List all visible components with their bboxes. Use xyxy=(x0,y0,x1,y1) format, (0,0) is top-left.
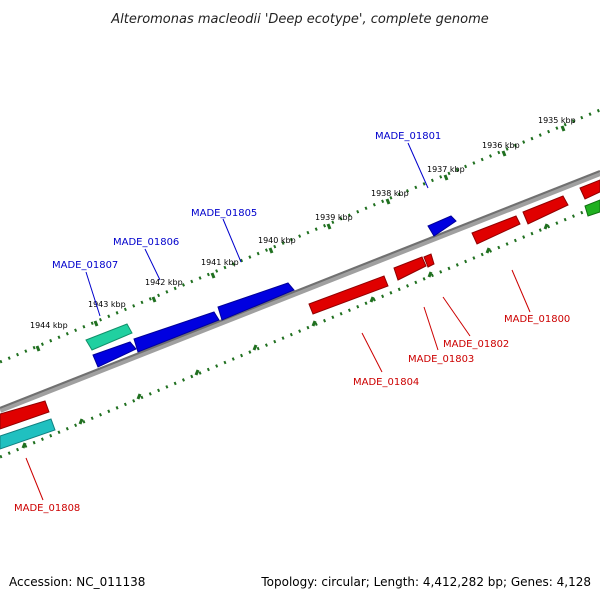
major-tick xyxy=(560,125,566,132)
major-tick xyxy=(501,150,507,157)
gene-rna-teal[interactable] xyxy=(85,323,133,351)
gene-made-01805[interactable] xyxy=(217,282,295,321)
gene-label[interactable]: MADE_01802 xyxy=(443,339,509,350)
major-tick xyxy=(543,223,549,230)
forward-gene-labels: MADE_01801 MADE_01805 MADE_01806 MADE_01… xyxy=(52,131,441,271)
chromosome-backbone-shade xyxy=(0,170,600,409)
accession-text: Accession: NC_011138 xyxy=(9,575,145,589)
chromosome-backbone xyxy=(0,170,600,413)
leader-made-01800 xyxy=(511,269,531,313)
major-tick xyxy=(35,345,41,352)
gene-cyan-lower-left[interactable] xyxy=(0,418,56,450)
tick-label: 1944 kbp xyxy=(30,321,68,330)
tick-label: 1936 kbp xyxy=(482,141,520,150)
major-tick xyxy=(151,296,157,303)
leader-made-01803 xyxy=(423,306,439,351)
major-ticks-outer xyxy=(35,125,566,352)
leader-made-01807 xyxy=(85,271,101,317)
tick-label: 1940 kbp xyxy=(258,236,296,245)
major-tick xyxy=(369,296,375,303)
gene-made-01800[interactable] xyxy=(471,215,521,245)
gene-made-01800-b[interactable] xyxy=(522,195,569,225)
gene-label[interactable]: MADE_01807 xyxy=(52,260,118,271)
gene-label[interactable]: MADE_01801 xyxy=(375,131,441,142)
gene-made-01801[interactable] xyxy=(427,215,457,237)
gene-made-01808[interactable] xyxy=(0,400,50,430)
major-tick xyxy=(194,369,200,376)
gene-partial-right-green[interactable] xyxy=(584,199,600,217)
major-tick xyxy=(443,174,449,181)
reverse-gene-labels: MADE_01800 MADE_01802 MADE_01803 MADE_01… xyxy=(14,314,570,514)
major-tick xyxy=(136,393,142,400)
ruler-track-inner xyxy=(0,203,600,459)
major-tick xyxy=(21,442,27,449)
gene-label[interactable]: MADE_01800 xyxy=(504,314,570,325)
major-ticks-inner xyxy=(21,223,549,449)
gene-made-01803[interactable] xyxy=(393,256,427,281)
gene-made-01806[interactable] xyxy=(133,311,220,353)
tick-label: 1943 kbp xyxy=(88,300,126,309)
gene-made-01807[interactable] xyxy=(92,341,137,368)
gene-label[interactable]: MADE_01808 xyxy=(14,503,80,514)
gene-label[interactable]: MADE_01803 xyxy=(408,354,474,365)
leader-made-01805 xyxy=(222,218,242,263)
major-tick xyxy=(252,344,258,351)
major-tick xyxy=(311,320,317,327)
major-tick xyxy=(268,247,274,254)
label-leaders-reverse xyxy=(25,269,531,501)
major-tick xyxy=(427,271,433,278)
gene-partial-right-red[interactable] xyxy=(579,179,600,200)
gene-made-01804[interactable] xyxy=(308,275,389,315)
tick-label: 1935 kbp xyxy=(538,116,576,125)
leader-made-01801 xyxy=(407,142,429,189)
major-tick xyxy=(485,247,491,254)
forward-genes xyxy=(85,215,457,368)
gene-label[interactable]: MADE_01805 xyxy=(191,208,257,219)
gene-label[interactable]: MADE_01806 xyxy=(113,237,179,248)
ruler-track-outer xyxy=(0,108,600,364)
tick-label: 1939 kbp xyxy=(315,213,353,222)
major-tick xyxy=(210,272,216,279)
leader-made-01804 xyxy=(361,332,383,373)
major-tick xyxy=(78,418,84,425)
major-tick xyxy=(385,198,391,205)
tick-label: 1941 kbp xyxy=(201,258,239,267)
tick-label: 1938 kbp xyxy=(371,189,409,198)
tick-label: 1937 kbp xyxy=(427,165,465,174)
reverse-genes xyxy=(0,179,600,450)
label-leaders xyxy=(85,142,429,317)
gene-label[interactable]: MADE_01804 xyxy=(353,377,419,388)
gene-made-01802[interactable] xyxy=(423,253,435,268)
major-tick xyxy=(326,223,332,230)
tick-label: 1942 kbp xyxy=(145,278,183,287)
leader-made-01808 xyxy=(25,457,44,501)
leader-made-01802 xyxy=(442,296,471,337)
major-tick xyxy=(93,320,99,327)
leader-made-01806 xyxy=(144,248,161,281)
tick-labels: 1935 kbp 1936 kbp 1937 kbp 1938 kbp 1939… xyxy=(30,116,576,330)
genome-title: Alteromonas macleodii 'Deep ecotype', co… xyxy=(110,12,488,27)
genome-summary-text: Topology: circular; Length: 4,412,282 bp… xyxy=(260,575,591,589)
